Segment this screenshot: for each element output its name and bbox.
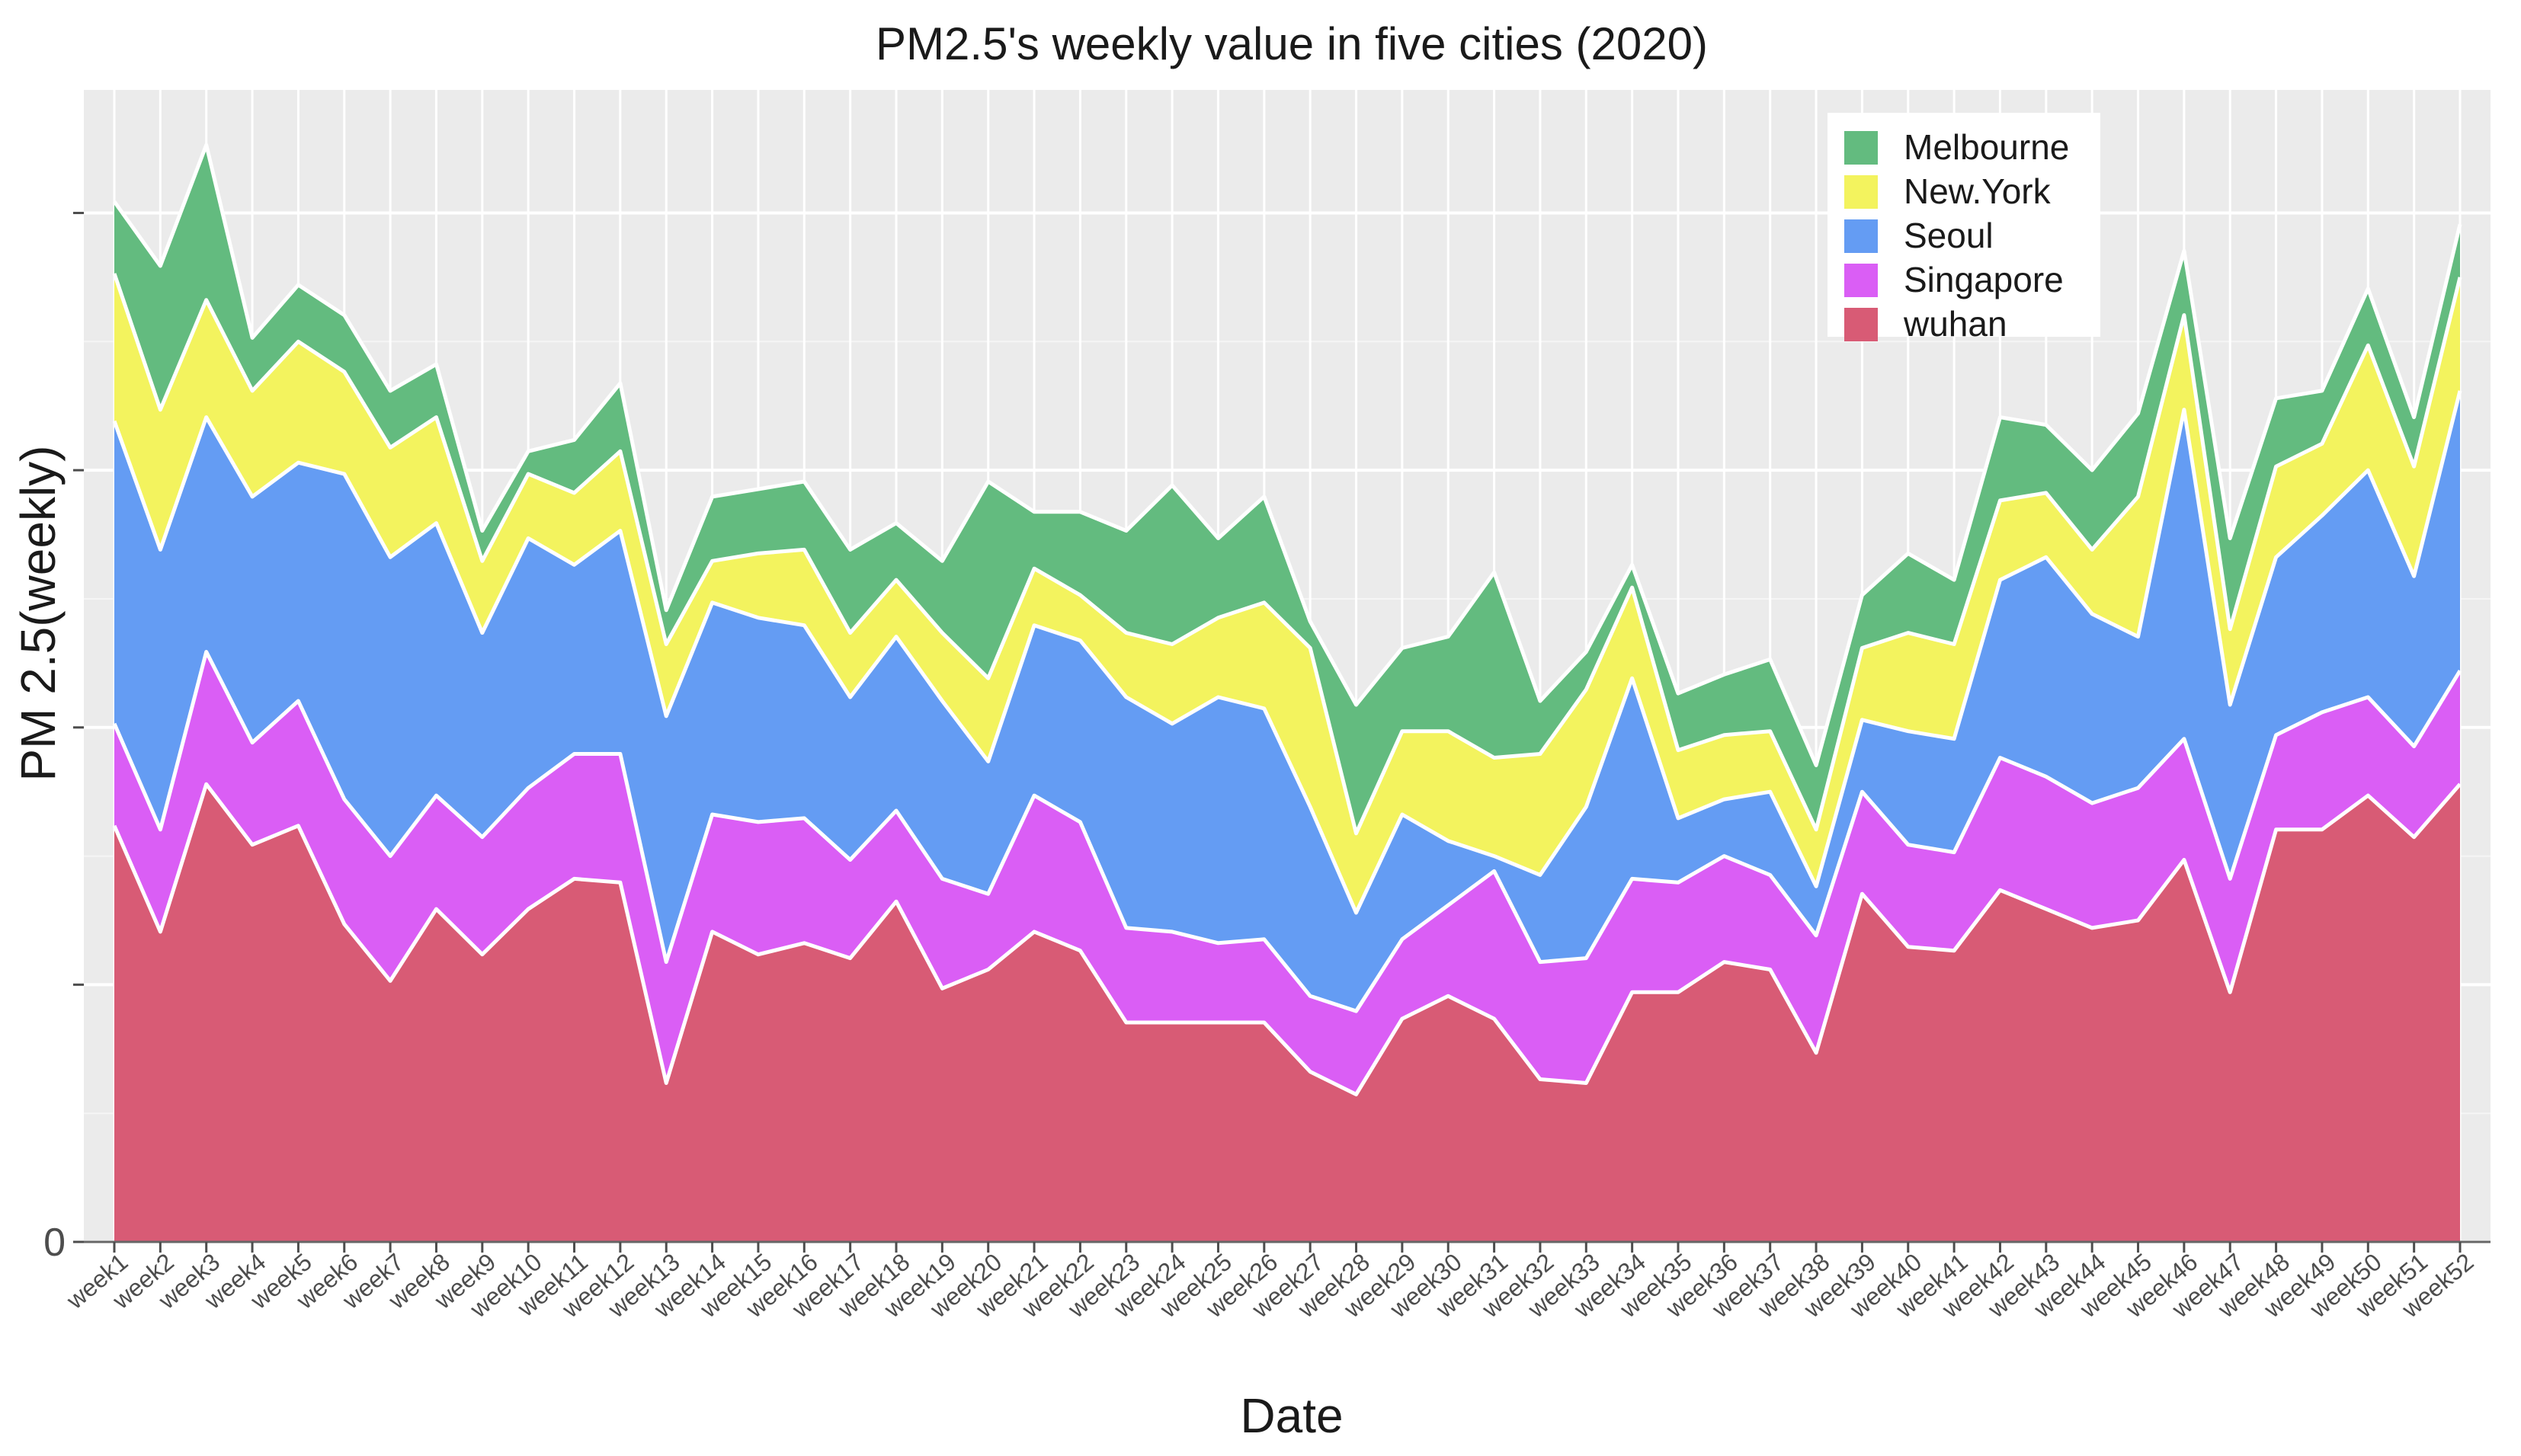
plot-area: 0week1week2week3week4week5week6week7week… — [43, 90, 2491, 1323]
legend-swatch-seoul — [1844, 219, 1878, 253]
legend-label-wuhan: wuhan — [1903, 304, 2007, 344]
area-seoul — [114, 390, 2460, 1012]
legend-label-singapore: Singapore — [1904, 260, 2064, 299]
y-axis-label: PM 2.5(weekly) — [11, 446, 66, 782]
boundary-new-york — [112, 273, 2462, 836]
boundary-wuhan — [112, 782, 2462, 1096]
legend-label-seoul: Seoul — [1904, 216, 1994, 255]
boundary-seoul — [112, 390, 2462, 915]
legend-swatch-new-york — [1844, 175, 1878, 209]
area-new-york — [114, 274, 2460, 913]
y-tick-label: 0 — [43, 1221, 66, 1265]
boundary-singapore — [112, 650, 2462, 1013]
area-singapore — [114, 651, 2460, 1095]
legend-swatch-wuhan — [1844, 308, 1878, 341]
legend-swatch-melbourne — [1844, 131, 1878, 165]
legend-swatch-singapore — [1844, 264, 1878, 297]
legend-label-melbourne: Melbourne — [1904, 127, 2069, 167]
boundary-melbourne — [112, 142, 2462, 767]
chart-title: PM2.5's weekly value in five cities (202… — [876, 18, 1708, 69]
x-axis-label: Date — [1240, 1388, 1343, 1443]
legend-label-new-york: New.York — [1904, 171, 2052, 211]
area-melbourne — [114, 145, 2460, 834]
area-wuhan — [114, 784, 2460, 1242]
